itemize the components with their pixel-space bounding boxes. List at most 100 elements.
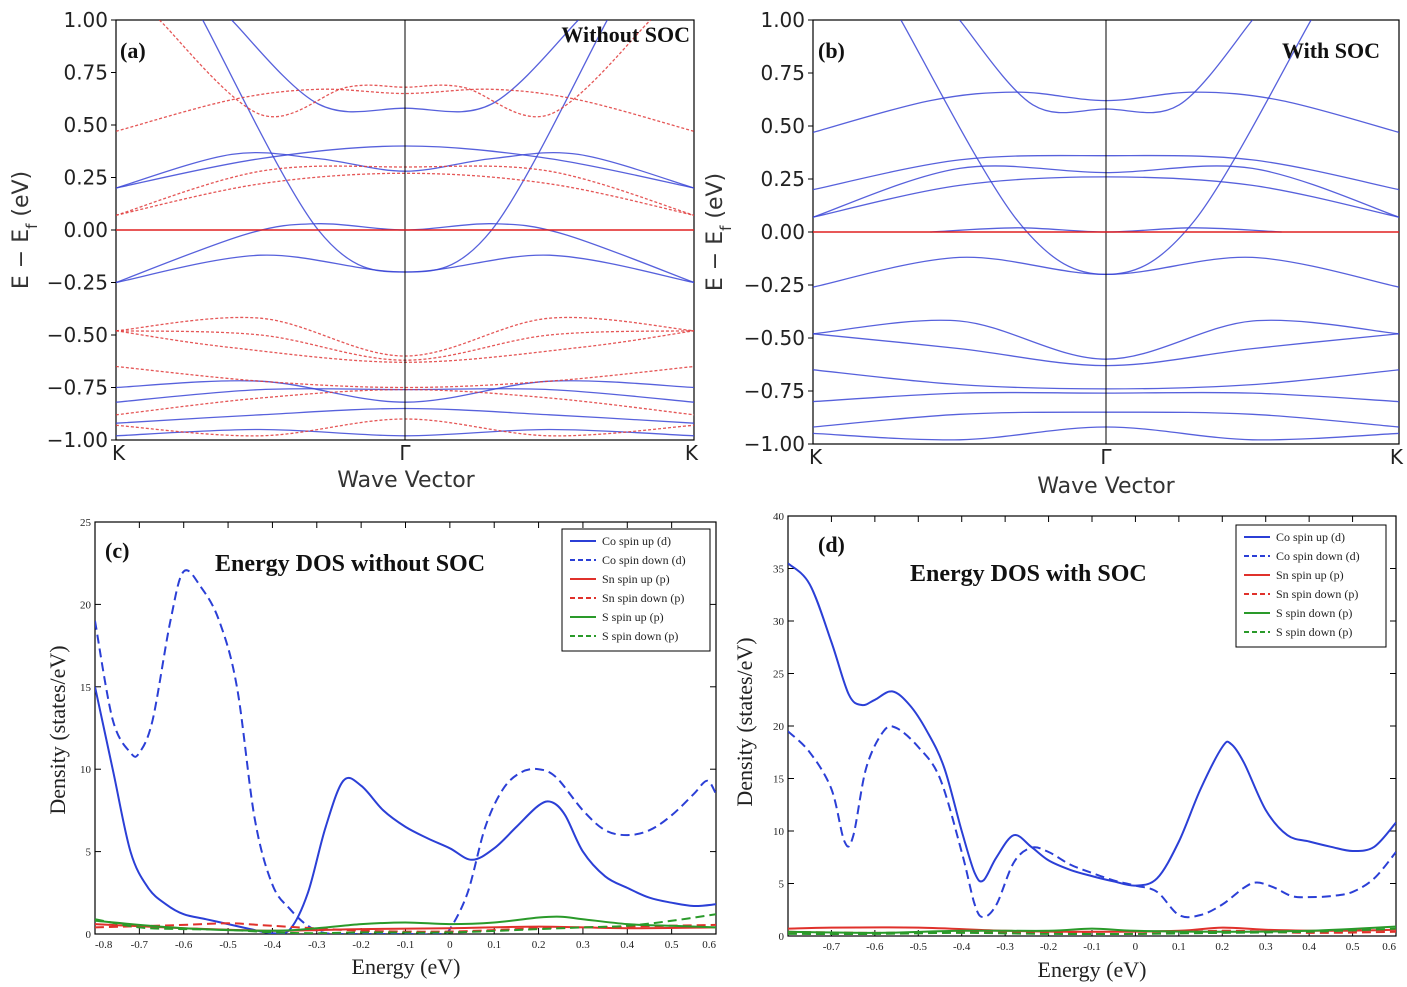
y-tick-label: −0.75 (744, 379, 805, 403)
x-tick-label: -0.4 (953, 941, 971, 953)
panel-title-c: Energy DOS without SOC (215, 551, 485, 577)
y-tick-label: 25 (80, 517, 92, 529)
x-ticks-c: -0.8 -0.7 -0.6 -0.5 -0.4 -0.3 -0.2 -0.1 0 0.1 0.2 0… (94, 522, 717, 951)
y-tick-label: 25 (773, 669, 785, 681)
y-tick-label: 5 (779, 879, 785, 891)
legend-label: Sn spin up (p) (602, 572, 670, 586)
y-tick-label: 0.00 (760, 220, 805, 244)
y-ticks-a: −1.00 −0.75 −0.50 −0.25 0.00 0.25 0.50 0.75 1.00 (47, 8, 116, 452)
y-tick-label: −0.25 (744, 273, 805, 297)
legend-label: S spin down (p) (1276, 606, 1352, 620)
y-tick-label: 0.25 (63, 166, 108, 190)
y-tick-label: 15 (773, 774, 785, 786)
x-tick-label: 0.2 (1215, 941, 1229, 953)
panel-label-d: (d) (818, 532, 845, 557)
y-tick-label: 1.00 (760, 8, 805, 32)
panel-title-b: With SOC (1282, 38, 1380, 63)
y-tick-label: 0 (86, 929, 92, 941)
x-tick-label: K (809, 445, 823, 469)
dos-curve (95, 915, 716, 932)
y-ticks-d: 0 5 10 15 20 25 30 35 40 (773, 511, 1396, 943)
y-ticks-c: 0 5 10 15 20 25 (80, 517, 716, 941)
y-tick-label: 40 (773, 511, 785, 523)
y-tick-label: 0.50 (63, 113, 108, 137)
legend-box-d (1235, 524, 1387, 648)
legend-label: Sn spin up (p) (1276, 568, 1344, 582)
legend-label: Sn spin down (p) (602, 591, 684, 605)
x-axis-label-b: Wave Vector (1037, 474, 1175, 499)
dos-curve (95, 686, 716, 934)
x-tick-label: 0.4 (1302, 941, 1316, 953)
legend-label: S spin down (p) (602, 629, 678, 643)
legend-c: Co spin up (d) Co spin down (d) Sn spin up… (561, 528, 711, 652)
panel-b: −1.00 −0.75 −0.50 −0.25 0.00 0.25 0.50 0.75 1.00… (703, 8, 1404, 499)
x-tick-label: 0 (1133, 941, 1139, 953)
x-tick-label: 0.3 (1259, 941, 1273, 953)
legend-box-c (561, 528, 711, 652)
x-tick-label: K (112, 441, 126, 465)
y-tick-label: −1.00 (47, 428, 108, 452)
y-tick-label: 30 (773, 616, 785, 628)
x-tick-label: -0.1 (397, 939, 414, 951)
bands-b (813, 20, 1399, 444)
y-tick-label: 0 (779, 931, 785, 943)
y-tick-label: −0.25 (47, 271, 108, 295)
x-tick-label: 0.3 (576, 939, 590, 951)
x-axis-label-c: Energy (eV) (352, 954, 461, 979)
y-ticks-b: −1.00 −0.75 −0.50 −0.25 0.00 0.25 0.50 0.75 1.00 (744, 8, 813, 456)
legend-label: Co spin down (d) (1276, 549, 1360, 563)
y-tick-label: 0.75 (63, 61, 108, 85)
x-tick-label: 0.1 (487, 939, 501, 951)
dos-curves-c (95, 569, 716, 934)
legend-label: Co spin up (d) (602, 534, 671, 548)
bands-a (116, 20, 694, 440)
y-axis-label-c: Density (states/eV) (45, 645, 70, 814)
y-tick-label: −1.00 (744, 432, 805, 456)
x-tick-label: -0.2 (1040, 941, 1057, 953)
x-tick-label: -0.5 (219, 939, 237, 951)
y-tick-label: 1.00 (63, 8, 108, 32)
x-tick-label: -0.8 (95, 939, 113, 951)
dos-curves-d (788, 562, 1396, 936)
y-axis-label-b: E − Ef (eV) (703, 173, 735, 291)
y-tick-label: 20 (80, 599, 92, 611)
x-ticks-d: -0.7 -0.6 -0.5 -0.4 -0.3 -0.2 -0.1 0 0.1 0.2 0.3 0.… (823, 516, 1397, 953)
band-line (116, 365, 694, 389)
x-tick-label: -0.4 (264, 939, 282, 951)
x-tick-label: -0.5 (910, 941, 928, 953)
y-tick-label: 35 (773, 564, 785, 576)
x-tick-label: 0.1 (1172, 941, 1186, 953)
y-tick-label: 0.25 (760, 167, 805, 191)
x-tick-label: -0.6 (866, 941, 884, 953)
dos-curve (788, 725, 1396, 919)
y-axis-label-a: E − Ef (eV) (9, 171, 41, 289)
x-tick-label: 0.5 (665, 939, 679, 951)
x-tick-label: -0.2 (352, 939, 369, 951)
y-tick-label: 5 (86, 847, 92, 859)
panel-title-d: Energy DOS with SOC (910, 561, 1147, 587)
y-tick-label: 10 (773, 826, 785, 838)
x-tick-label: 0.5 (1346, 941, 1360, 953)
dos-curve (788, 927, 1396, 936)
x-tick-label: Γ (399, 441, 411, 465)
x-tick-label: -0.3 (996, 941, 1014, 953)
y-tick-label: 0.00 (63, 218, 108, 242)
panel-label-a: (a) (120, 38, 146, 63)
legend-label: Co spin up (d) (1276, 530, 1345, 544)
y-tick-label: 20 (773, 721, 785, 733)
x-tick-label: 0.6 (702, 939, 716, 951)
y-tick-label: 0.50 (760, 114, 805, 138)
y-axis-label-d: Density (states/eV) (732, 637, 757, 806)
y-tick-label: −0.75 (47, 376, 108, 400)
x-tick-label: -0.6 (175, 939, 193, 951)
y-tick-label: 0.75 (760, 61, 805, 85)
x-tick-label: 0.2 (532, 939, 546, 951)
legend-label: S spin up (p) (602, 610, 664, 624)
legend-label: Sn spin down (p) (1276, 587, 1358, 601)
dos-curve (788, 925, 1396, 934)
x-tick-label: -0.7 (823, 941, 841, 953)
legend-label: S spin down (p) (1276, 625, 1352, 639)
